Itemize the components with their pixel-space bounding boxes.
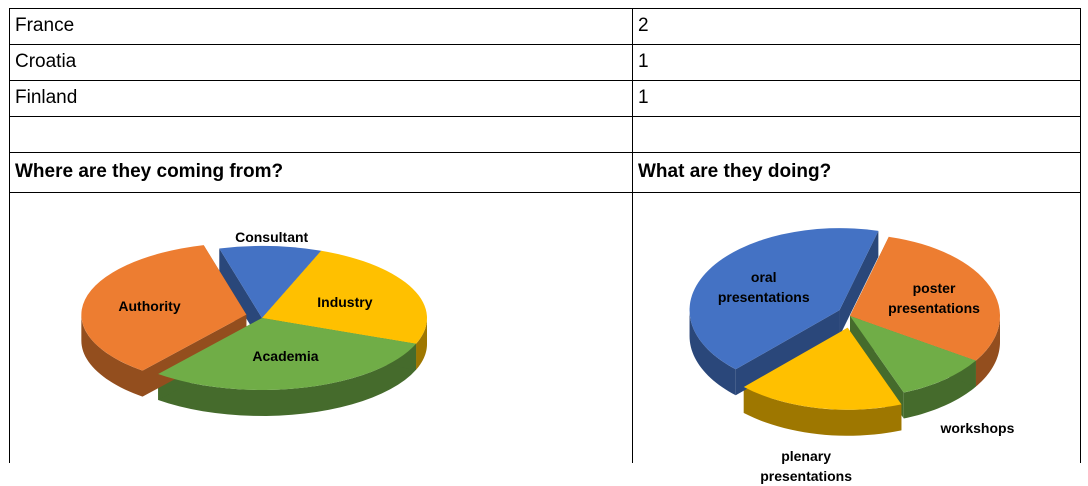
table-border bbox=[632, 8, 633, 463]
pie-label: workshops bbox=[940, 420, 1015, 437]
table-border bbox=[9, 192, 1081, 193]
document: France 2 Croatia 1 Finland 1 Where are they co… bbox=[9, 8, 1081, 484]
table-cell: France bbox=[15, 15, 75, 36]
pie-label: Industry bbox=[317, 293, 373, 310]
pie-side bbox=[219, 248, 262, 344]
pie-side bbox=[839, 230, 879, 337]
table-border bbox=[9, 152, 1081, 153]
table-border bbox=[9, 8, 10, 463]
pie-label: oral presentations bbox=[717, 268, 810, 305]
table-cell: 1 bbox=[638, 51, 649, 72]
table-cell: 1 bbox=[638, 87, 649, 108]
table-cell bbox=[632, 116, 1080, 152]
pie-side bbox=[735, 310, 840, 396]
chart-title: What are they doing? bbox=[638, 161, 832, 182]
table-border bbox=[9, 80, 1081, 81]
table-border bbox=[1080, 8, 1081, 463]
chart-title: Where are they coming from? bbox=[15, 161, 284, 182]
table-cell: Finland bbox=[15, 87, 78, 108]
pie-label: poster presentations bbox=[888, 280, 980, 317]
table-cell: Croatia bbox=[15, 51, 77, 72]
pie-side bbox=[975, 316, 1000, 387]
table-cell: 2 bbox=[638, 15, 649, 36]
table-border bbox=[9, 44, 1081, 45]
pie-label: plenary presentations bbox=[760, 448, 853, 485]
pie-slice bbox=[219, 246, 322, 318]
pie-side bbox=[81, 314, 143, 397]
pie-side bbox=[743, 386, 902, 436]
pie-slice bbox=[850, 236, 1001, 361]
pie-label: Academia bbox=[252, 348, 319, 365]
pie-slice bbox=[262, 250, 427, 344]
pie-slice bbox=[158, 318, 417, 390]
pie-side bbox=[158, 343, 417, 416]
pie-label: Consultant bbox=[235, 229, 309, 246]
pie-side bbox=[689, 310, 736, 396]
table-cell bbox=[9, 116, 632, 152]
table-border bbox=[9, 116, 1081, 117]
pie-slice bbox=[850, 316, 976, 393]
pie-label: Authority bbox=[118, 297, 181, 314]
pie-side bbox=[416, 318, 427, 370]
pie-slice bbox=[743, 327, 902, 410]
pie-slice bbox=[689, 228, 879, 370]
table-border bbox=[9, 8, 1081, 9]
charts bbox=[81, 228, 1001, 436]
pie-slice bbox=[81, 245, 247, 371]
